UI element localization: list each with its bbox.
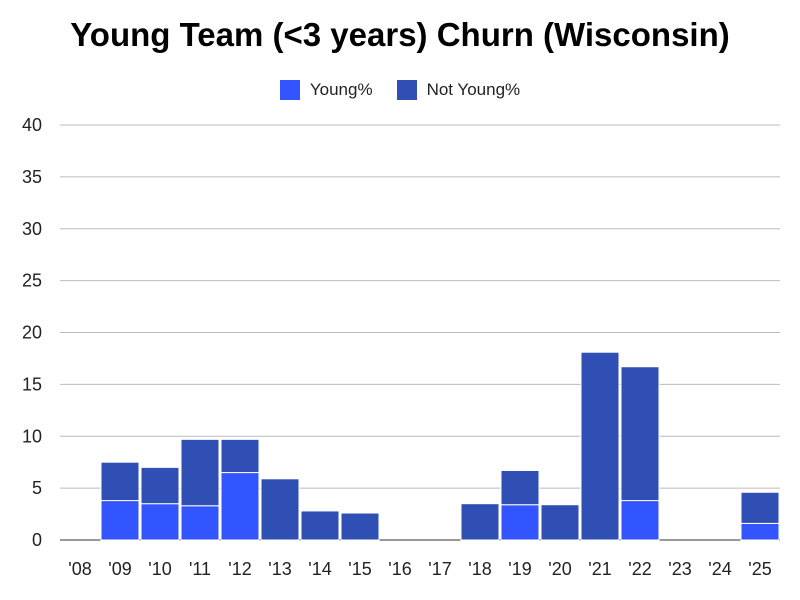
bar-young bbox=[140, 503, 180, 541]
bar-not-young bbox=[260, 478, 300, 541]
y-tick-label: 40 bbox=[22, 115, 42, 135]
y-tick-label: 35 bbox=[22, 167, 42, 187]
x-tick-label: '14 bbox=[308, 559, 331, 579]
bar-young bbox=[100, 500, 140, 541]
x-tick-label: '13 bbox=[268, 559, 291, 579]
bar-not-young bbox=[580, 351, 620, 541]
legend-item-not-young: Not Young% bbox=[396, 80, 521, 100]
x-tick-label: '10 bbox=[148, 559, 171, 579]
bar-not-young bbox=[140, 466, 180, 505]
bar-not-young bbox=[340, 512, 380, 541]
chart-title: Young Team (<3 years) Churn (Wisconsin) bbox=[70, 16, 730, 53]
x-tick-label: '12 bbox=[228, 559, 251, 579]
x-tick-label: '16 bbox=[388, 559, 411, 579]
legend: Young% Not Young% bbox=[0, 80, 800, 100]
x-tick-label: '08 bbox=[68, 559, 91, 579]
y-tick-label: 0 bbox=[32, 530, 42, 550]
bar-not-young bbox=[620, 366, 660, 502]
x-tick-label: '24 bbox=[708, 559, 731, 579]
bar-young bbox=[740, 522, 780, 541]
bar-not-young bbox=[180, 438, 220, 507]
y-tick-label: 15 bbox=[22, 374, 42, 394]
bar-young bbox=[180, 505, 220, 541]
legend-item-young: Young% bbox=[279, 80, 373, 100]
y-tick-label: 10 bbox=[22, 426, 42, 446]
bar-not-young bbox=[300, 510, 340, 541]
x-tick-label: '25 bbox=[748, 559, 771, 579]
x-tick-label: '15 bbox=[348, 559, 371, 579]
x-tick-label: '18 bbox=[468, 559, 491, 579]
bar-not-young bbox=[460, 503, 500, 541]
bar-not-young bbox=[740, 491, 780, 524]
x-tick-label: '22 bbox=[628, 559, 651, 579]
x-tick-label: '21 bbox=[588, 559, 611, 579]
x-tick-label: '17 bbox=[428, 559, 451, 579]
y-tick-label: 20 bbox=[22, 323, 42, 343]
x-tick-label: '19 bbox=[508, 559, 531, 579]
bar-not-young bbox=[220, 438, 260, 474]
x-tick-label: '11 bbox=[189, 559, 211, 579]
bar-young bbox=[500, 504, 540, 541]
legend-swatch-young bbox=[279, 80, 300, 100]
bar-not-young bbox=[540, 504, 580, 541]
x-tick-label: '20 bbox=[548, 559, 571, 579]
bar-young bbox=[620, 500, 660, 541]
bar-young bbox=[220, 472, 260, 541]
y-tick-label: 25 bbox=[22, 271, 42, 291]
legend-label-not-young: Not Young% bbox=[426, 80, 521, 99]
bar-not-young bbox=[100, 461, 140, 502]
x-tick-label: '23 bbox=[668, 559, 691, 579]
y-tick-label: 30 bbox=[22, 219, 42, 239]
legend-label-young: Young% bbox=[309, 80, 373, 99]
legend-swatch-not-young bbox=[396, 80, 417, 100]
x-tick-label: '09 bbox=[108, 559, 131, 579]
bar-not-young bbox=[500, 469, 540, 506]
y-tick-label: 5 bbox=[32, 478, 42, 498]
